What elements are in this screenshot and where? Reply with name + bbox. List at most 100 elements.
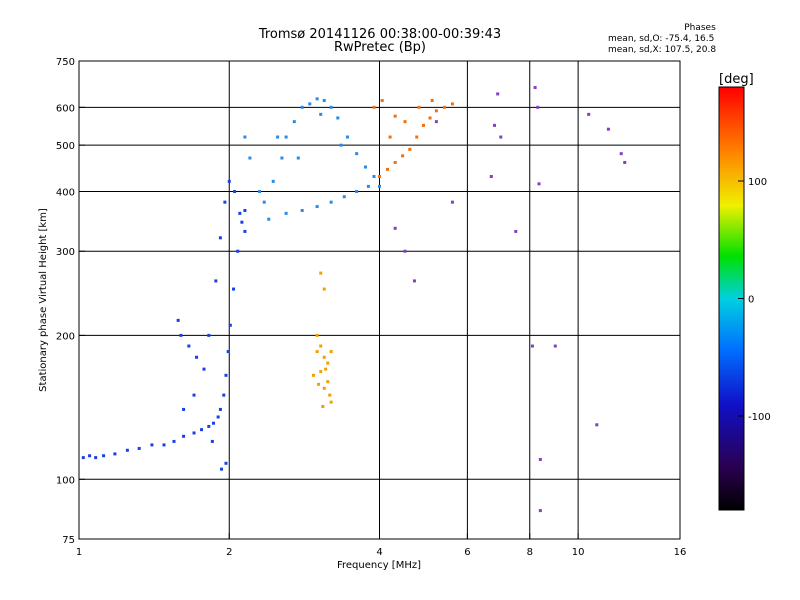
data-point xyxy=(207,424,211,428)
data-point xyxy=(378,184,381,188)
data-point xyxy=(267,217,271,221)
data-point xyxy=(499,135,503,139)
data-point xyxy=(403,249,407,253)
data-point xyxy=(329,105,333,109)
data-point xyxy=(232,287,236,291)
y-tick-label: 75 xyxy=(62,535,75,546)
y-tick-label: 300 xyxy=(56,247,75,258)
data-point xyxy=(530,344,534,348)
data-point xyxy=(364,165,368,169)
data-point xyxy=(366,184,370,188)
data-point xyxy=(276,135,280,139)
data-point xyxy=(81,456,85,460)
data-point xyxy=(319,271,323,275)
data-point xyxy=(619,152,623,156)
colorbar-gradient xyxy=(718,86,745,511)
data-point xyxy=(336,116,340,120)
x-tick-label: 4 xyxy=(376,547,382,558)
data-point xyxy=(326,380,330,384)
y-tick-label: 600 xyxy=(56,103,75,114)
data-point xyxy=(179,333,183,337)
y-tick-label: 750 xyxy=(56,57,75,68)
data-point xyxy=(182,407,186,411)
data-point xyxy=(408,147,412,151)
data-point xyxy=(538,509,542,513)
data-point xyxy=(271,179,275,183)
colorbar-ticks: 100 0 -100 xyxy=(738,177,771,423)
data-point xyxy=(489,174,493,178)
colorbar-tick-label: 100 xyxy=(748,177,767,188)
data-point xyxy=(238,211,242,215)
data-point xyxy=(150,443,154,447)
data-point xyxy=(195,355,199,359)
data-point xyxy=(240,220,244,224)
data-point xyxy=(417,105,421,109)
data-point xyxy=(329,350,333,354)
data-point xyxy=(322,99,326,103)
y-tick-label: 100 xyxy=(56,475,75,486)
data-point xyxy=(137,446,141,450)
legend-entry-x: mean, sd,X: 107.5, 20.8 xyxy=(608,45,717,55)
data-point xyxy=(207,333,211,337)
y-axis: 75 100 200 300 400 500 600 750 xyxy=(56,57,85,546)
data-point xyxy=(200,428,204,432)
y-tick-label: 400 xyxy=(56,187,75,198)
data-point xyxy=(223,200,227,204)
data-point xyxy=(308,102,312,106)
data-point xyxy=(623,160,627,164)
x-tick-label: 1 xyxy=(76,547,82,558)
data-point xyxy=(284,211,288,215)
data-point xyxy=(224,373,228,377)
data-point xyxy=(187,344,191,348)
data-point xyxy=(222,393,226,397)
data-point xyxy=(401,154,405,158)
data-point xyxy=(125,448,129,452)
data-point xyxy=(162,443,166,447)
grid-lines xyxy=(79,61,680,539)
data-point xyxy=(94,456,98,460)
data-point xyxy=(321,404,325,408)
data-point xyxy=(553,344,557,348)
data-point xyxy=(372,174,376,178)
data-point xyxy=(393,160,397,164)
data-point xyxy=(233,189,237,193)
data-point xyxy=(385,167,389,171)
data-point xyxy=(258,189,262,193)
data-point xyxy=(393,114,397,118)
data-point xyxy=(113,452,117,456)
data-point xyxy=(212,421,216,425)
data-point xyxy=(243,229,247,233)
data-point xyxy=(236,249,240,253)
data-point xyxy=(393,226,397,230)
legend-box: Phases mean, sd,O: -75.4, 16.5 mean, sd,… xyxy=(600,23,770,56)
data-point xyxy=(202,367,206,371)
data-point xyxy=(88,454,92,458)
data-point xyxy=(292,120,296,124)
data-point xyxy=(218,407,222,411)
data-point xyxy=(493,123,497,127)
data-point xyxy=(315,350,319,354)
data-point xyxy=(218,236,222,240)
data-point xyxy=(300,209,304,213)
data-point xyxy=(428,116,432,120)
data-point xyxy=(339,143,343,147)
data-point xyxy=(328,393,332,397)
data-point xyxy=(434,109,438,113)
y-axis-label: Stationary phase Virtual Height [km] xyxy=(38,208,49,392)
data-point xyxy=(192,393,196,397)
chart-subtitle: RwPretec (Bp) xyxy=(333,40,427,55)
data-point xyxy=(220,467,224,471)
data-point xyxy=(378,174,381,178)
x-tick-label: 8 xyxy=(527,547,533,558)
data-point xyxy=(403,120,407,124)
data-point xyxy=(224,461,228,465)
data-point xyxy=(342,195,346,199)
data-point xyxy=(326,361,330,365)
data-point xyxy=(319,370,323,374)
data-point xyxy=(248,156,252,160)
colorbar-tick-label: 0 xyxy=(748,295,754,306)
x-tick-label: 10 xyxy=(572,547,585,558)
data-point xyxy=(587,112,591,116)
x-tick-label: 16 xyxy=(674,547,687,558)
